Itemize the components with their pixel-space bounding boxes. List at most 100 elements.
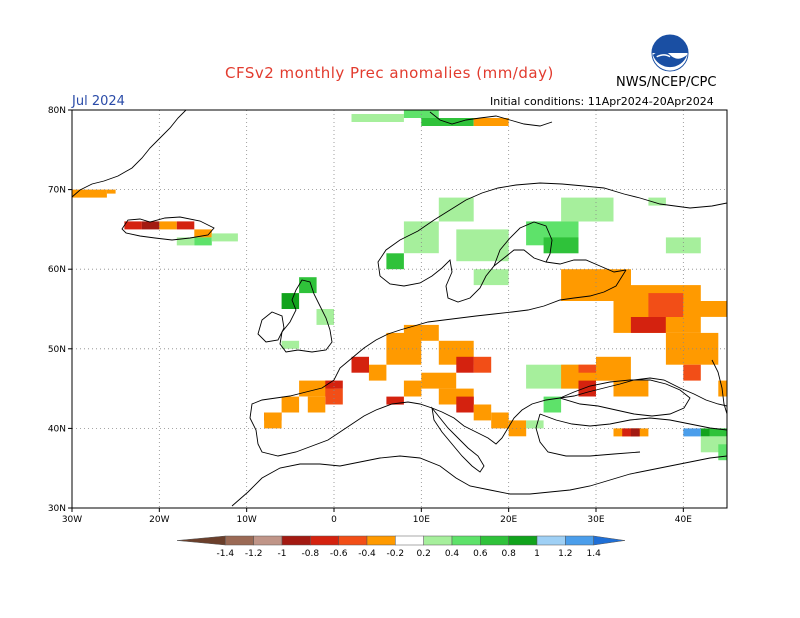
- coastline-turkey: [535, 413, 727, 457]
- colorbar-label: 0.8: [502, 549, 517, 559]
- anomaly-cell: [561, 197, 614, 222]
- anomaly-cell: [386, 253, 404, 270]
- agency-label: NWS/NCEP/CPC: [616, 75, 717, 90]
- anomaly-cell: [683, 428, 701, 437]
- colorbar-swatch: [338, 535, 368, 546]
- lon-tick-label: 20E: [500, 515, 517, 525]
- anomaly-cell: [141, 221, 160, 230]
- anomaly-cell: [473, 269, 509, 286]
- coastlines: [72, 110, 727, 507]
- colorbar-label: 0.6: [473, 549, 488, 559]
- anomaly-cell: [718, 380, 727, 397]
- anomaly-cell: [630, 428, 640, 437]
- coastline-caspian: [711, 359, 727, 415]
- anomaly-cell: [106, 189, 116, 194]
- colorbar-label: -0.6: [330, 549, 348, 559]
- lat-tick-label: 70N: [48, 186, 66, 196]
- coastline-ireland: [257, 311, 285, 343]
- chart-title: CFSv2 monthly Prec anomalies (mm/day): [225, 64, 554, 82]
- coastline-gulf-bothnia: [493, 221, 553, 267]
- coastline-greenland: [72, 110, 187, 198]
- anomaly-cell: [72, 189, 107, 198]
- lon-tick-label: 30E: [587, 515, 604, 525]
- anomaly-cell: [543, 237, 579, 254]
- anomaly-cell: [543, 396, 562, 413]
- anomaly-cell: [526, 420, 544, 429]
- colorbar-label: -0.2: [387, 549, 405, 559]
- anomaly-cell: [421, 118, 474, 126]
- colorbar-swatch: [423, 535, 453, 546]
- colorbar-swatch: [281, 535, 311, 546]
- anomaly-cell: [403, 324, 439, 341]
- colorbar-label: 1.2: [558, 549, 572, 559]
- lat-tick-label: 50N: [48, 345, 66, 355]
- forecast-month: Jul 2024: [72, 94, 125, 109]
- colorbar-label: -1.2: [245, 549, 263, 559]
- colorbar-swatch: [508, 535, 538, 546]
- anomaly-cell: [194, 229, 212, 238]
- anomaly-cell: [456, 229, 509, 262]
- anomaly-cell: [456, 356, 474, 373]
- colorbar-swatch: [480, 535, 509, 546]
- colorbar-label: -0.8: [302, 549, 320, 559]
- anomaly-cell: [403, 380, 422, 397]
- colorbar-swatch: [253, 535, 283, 546]
- colorbar-label: -1.4: [217, 549, 235, 559]
- colorbar-label: -1: [278, 549, 287, 559]
- anomaly-cell: [648, 197, 666, 206]
- anomaly-cell: [211, 233, 238, 242]
- lon-tick-label: 40E: [675, 515, 692, 525]
- colorbar-swatch: [366, 535, 396, 546]
- coastline-iceland: [121, 216, 215, 241]
- anomaly-cell: [159, 221, 177, 230]
- anomaly-cell: [281, 396, 300, 413]
- lat-tick-label: 30N: [48, 504, 66, 514]
- anomaly-cell: [281, 340, 300, 349]
- lat-tick-label: 40N: [48, 424, 66, 434]
- anomaly-cell: [578, 380, 596, 397]
- anomaly-cell: [438, 197, 474, 222]
- anomaly-cell: [683, 364, 701, 381]
- coastline-britain: [279, 279, 333, 353]
- anomaly-cell: [307, 396, 326, 413]
- colorbar-swatch: [395, 535, 424, 546]
- colorbar-swatch: [593, 535, 626, 546]
- gridlines: [68, 109, 727, 512]
- coastline-north-africa: [231, 455, 727, 507]
- coastline-europe-mainland: [249, 269, 727, 457]
- lat-tick-label: 80N: [48, 106, 66, 116]
- lon-tick-label: 10E: [413, 515, 430, 525]
- coastline-black-sea: [558, 379, 691, 417]
- anomaly-cell: [665, 237, 701, 254]
- map-frame: [71, 109, 728, 509]
- lon-tick-label: 0: [331, 515, 337, 525]
- anomaly-cell: [456, 396, 474, 413]
- colorbar-swatch: [310, 535, 339, 546]
- lat-tick-label: 60N: [48, 265, 66, 275]
- colorbar: -1.4 -1.2 -1 -0.8 -0.6 -0.4 -0.2 0.2 0.4 0.6 0.8 1 1…: [176, 535, 626, 559]
- noaa-logo-icon: [651, 34, 689, 72]
- anomaly-cell: [630, 317, 666, 333]
- anomaly-cell: [596, 356, 631, 381]
- anomaly-cell: [351, 114, 404, 122]
- coastline-italy: [431, 406, 485, 473]
- anomaly-cell: [578, 364, 596, 373]
- anomaly-cell: [325, 380, 343, 389]
- anomaly-cell: [194, 237, 212, 246]
- colorbar-label: -0.4: [358, 549, 376, 559]
- anomaly-cell: [473, 404, 492, 421]
- anomaly-cell: [473, 118, 509, 126]
- lon-tick-label: 30W: [62, 515, 82, 525]
- anomaly-cell: [281, 293, 300, 309]
- anomaly-cell: [718, 444, 727, 461]
- lon-tick-label: 10W: [236, 515, 256, 525]
- anomaly-cell: [508, 420, 527, 437]
- anomaly-cell: [683, 301, 727, 317]
- anomaly-cell: [421, 372, 457, 389]
- coastline-scandinavia: [377, 182, 727, 303]
- anomaly-cell: [299, 380, 317, 397]
- colorbar-swatch: [225, 535, 254, 546]
- anomaly-cell: [709, 428, 727, 437]
